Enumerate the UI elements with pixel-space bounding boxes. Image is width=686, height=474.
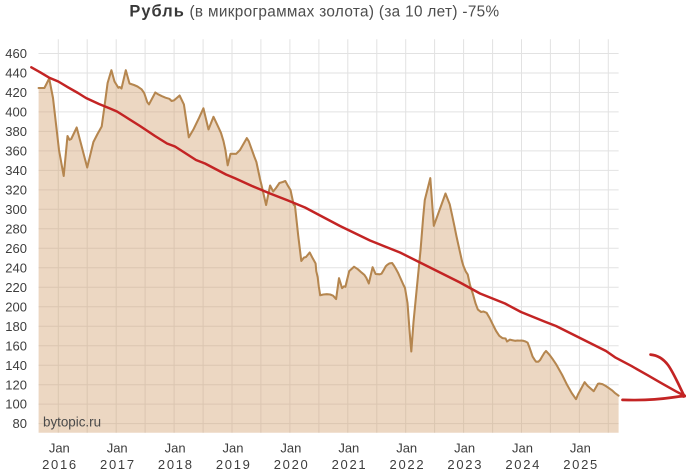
svg-text:bytopic.ru: bytopic.ru [43,415,101,430]
svg-text:120: 120 [5,377,27,392]
svg-text:340: 340 [5,163,27,178]
svg-text:2022: 2022 [390,457,426,472]
svg-text:380: 380 [5,124,27,139]
svg-text:80: 80 [13,416,27,431]
svg-text:140: 140 [5,358,27,373]
svg-text:200: 200 [5,299,27,314]
svg-text:300: 300 [5,202,27,217]
svg-text:2024: 2024 [505,457,541,472]
svg-text:Jan: Jan [280,440,301,455]
svg-text:180: 180 [5,319,27,334]
svg-text:Jan: Jan [570,440,591,455]
svg-text:Jan: Jan [223,440,244,455]
svg-text:Jan: Jan [49,440,70,455]
svg-text:220: 220 [5,280,27,295]
svg-text:440: 440 [5,66,27,81]
svg-text:400: 400 [5,105,27,120]
svg-text:Jan: Jan [396,440,417,455]
svg-text:2019: 2019 [216,457,252,472]
svg-text:260: 260 [5,241,27,256]
svg-text:100: 100 [5,397,27,412]
svg-text:2017: 2017 [100,457,136,472]
svg-text:2020: 2020 [274,457,310,472]
svg-text:420: 420 [5,85,27,100]
svg-text:320: 320 [5,183,27,198]
svg-text:2018: 2018 [158,457,194,472]
svg-text:460: 460 [5,46,27,61]
svg-text:Рубль (в микрограммах золота): Рубль (в микрограммах золота) (за 10 лет… [129,3,499,21]
svg-text:2023: 2023 [447,457,483,472]
svg-text:2021: 2021 [332,457,368,472]
svg-text:280: 280 [5,221,27,236]
svg-text:Jan: Jan [165,440,186,455]
svg-text:360: 360 [5,144,27,159]
svg-text:2016: 2016 [42,457,78,472]
svg-text:2025: 2025 [563,457,599,472]
svg-text:240: 240 [5,260,27,275]
svg-text:Jan: Jan [107,440,128,455]
svg-text:Jan: Jan [454,440,475,455]
svg-text:160: 160 [5,338,27,353]
svg-text:Jan: Jan [512,440,533,455]
svg-text:Jan: Jan [338,440,359,455]
